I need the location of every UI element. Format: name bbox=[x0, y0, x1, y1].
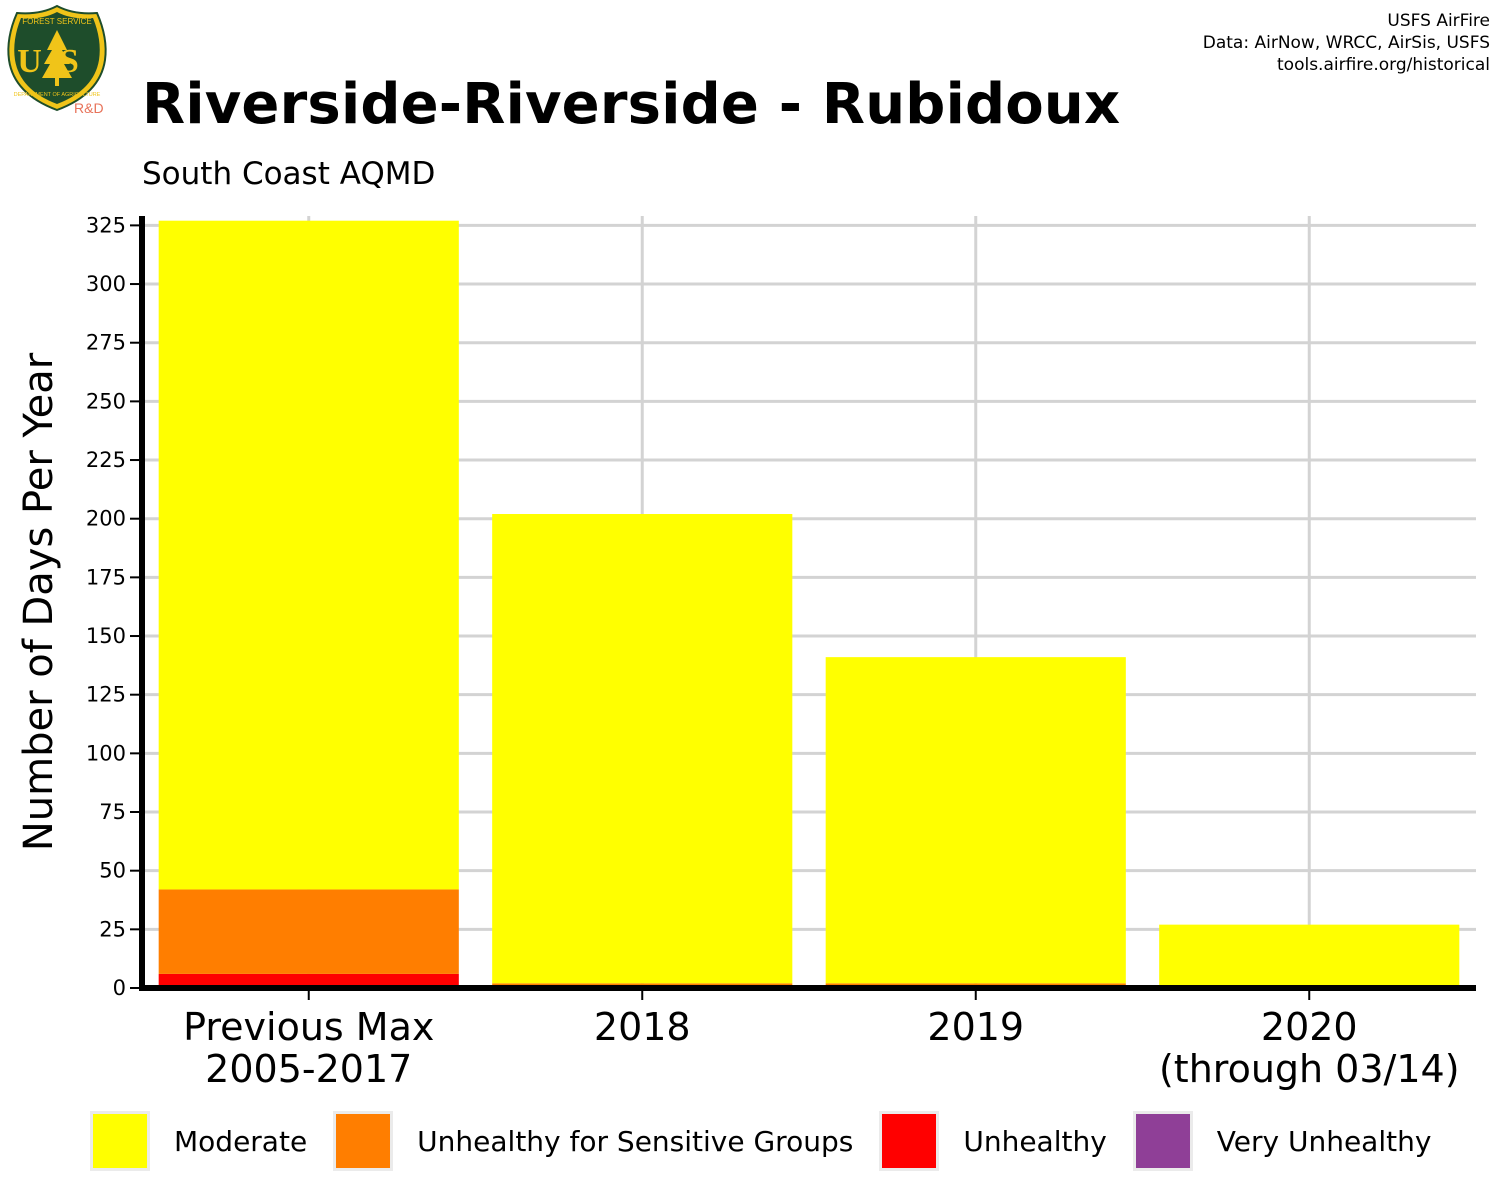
chart-title: Riverside-Riverside - Rubidoux bbox=[142, 72, 1121, 137]
legend-item: Very Unhealthy bbox=[1132, 1111, 1432, 1171]
logo-rd: R&D bbox=[74, 100, 104, 116]
y-tick-label: 25 bbox=[99, 917, 126, 941]
x-tick-label: 2019 bbox=[927, 1005, 1024, 1049]
y-tick-label: 125 bbox=[86, 683, 126, 707]
legend-label: Moderate bbox=[174, 1124, 308, 1158]
x-tick-label-line: 2005-2017 bbox=[205, 1047, 412, 1091]
y-axis-label: Number of Days Per Year bbox=[16, 352, 62, 851]
x-tick-label: 2020 (through 03/14) bbox=[1159, 1005, 1460, 1091]
chart-subtitle: South Coast AQMD bbox=[142, 156, 436, 192]
y-tick-label: 75 bbox=[99, 800, 126, 824]
x-tick-label-line: (through 03/14) bbox=[1159, 1047, 1460, 1091]
y-tick-label: 100 bbox=[86, 741, 126, 765]
y-tick-label: 250 bbox=[86, 389, 126, 413]
y-tick-label: 0 bbox=[113, 976, 126, 1000]
y-tick-label: 50 bbox=[99, 859, 126, 883]
x-tick-label-line: 2018 bbox=[594, 1005, 691, 1049]
x-tick-label: 2018 bbox=[594, 1005, 691, 1049]
usfs-logo: FOREST SERVICE US DEPARTMENT OF AGRICULT… bbox=[7, 4, 107, 116]
y-tick-label: 175 bbox=[86, 565, 126, 589]
logo-top-text: FOREST SERVICE bbox=[22, 17, 92, 26]
y-tick-label: 150 bbox=[86, 624, 126, 648]
legend-swatch bbox=[1132, 1111, 1193, 1171]
y-tick-label: 325 bbox=[86, 213, 126, 237]
x-tick-label-line: 2020 bbox=[1261, 1005, 1358, 1049]
legend-item: Unhealthy for Sensitive Groups bbox=[333, 1111, 853, 1171]
legend-label: Unhealthy bbox=[963, 1124, 1107, 1158]
tree-icon bbox=[42, 30, 72, 86]
x-tick-label-line: Previous Max bbox=[183, 1005, 434, 1049]
y-tick-label: 225 bbox=[86, 448, 126, 472]
legend-label: Very Unhealthy bbox=[1216, 1124, 1432, 1158]
bar-segment bbox=[1159, 924, 1460, 988]
x-tick-label-line: 2019 bbox=[927, 1005, 1024, 1049]
logo-bottom-text: DEPARTMENT OF AGRICULTURE bbox=[14, 92, 101, 98]
legend: Moderate Unhealthy for Sensitive Groups Un… bbox=[90, 1111, 1457, 1171]
bar-segment bbox=[158, 889, 459, 974]
legend-swatch bbox=[90, 1111, 150, 1171]
bar-segment bbox=[492, 514, 793, 984]
legend-item: Moderate bbox=[90, 1111, 307, 1171]
legend-swatch bbox=[879, 1111, 940, 1171]
x-tick-label: Previous Max 2005-2017 bbox=[183, 1005, 434, 1091]
credit-line: tools.airfire.org/historical bbox=[1277, 55, 1490, 75]
y-tick-label: 200 bbox=[86, 507, 126, 531]
legend-label: Unhealthy for Sensitive Groups bbox=[417, 1124, 854, 1158]
bar-segment bbox=[158, 220, 459, 890]
y-tick-label: 300 bbox=[86, 272, 126, 296]
credits: USFS AirFire Data: AirNow, WRCC, AirSis,… bbox=[1203, 10, 1490, 76]
credit-line: USFS AirFire bbox=[1387, 11, 1490, 31]
y-tick-label: 275 bbox=[86, 331, 126, 355]
credit-line: Data: AirNow, WRCC, AirSis, USFS bbox=[1202, 33, 1490, 53]
bar-segment bbox=[158, 973, 459, 988]
legend-swatch bbox=[333, 1111, 394, 1171]
bar-segment bbox=[825, 657, 1126, 984]
legend-item: Unhealthy bbox=[879, 1111, 1107, 1171]
